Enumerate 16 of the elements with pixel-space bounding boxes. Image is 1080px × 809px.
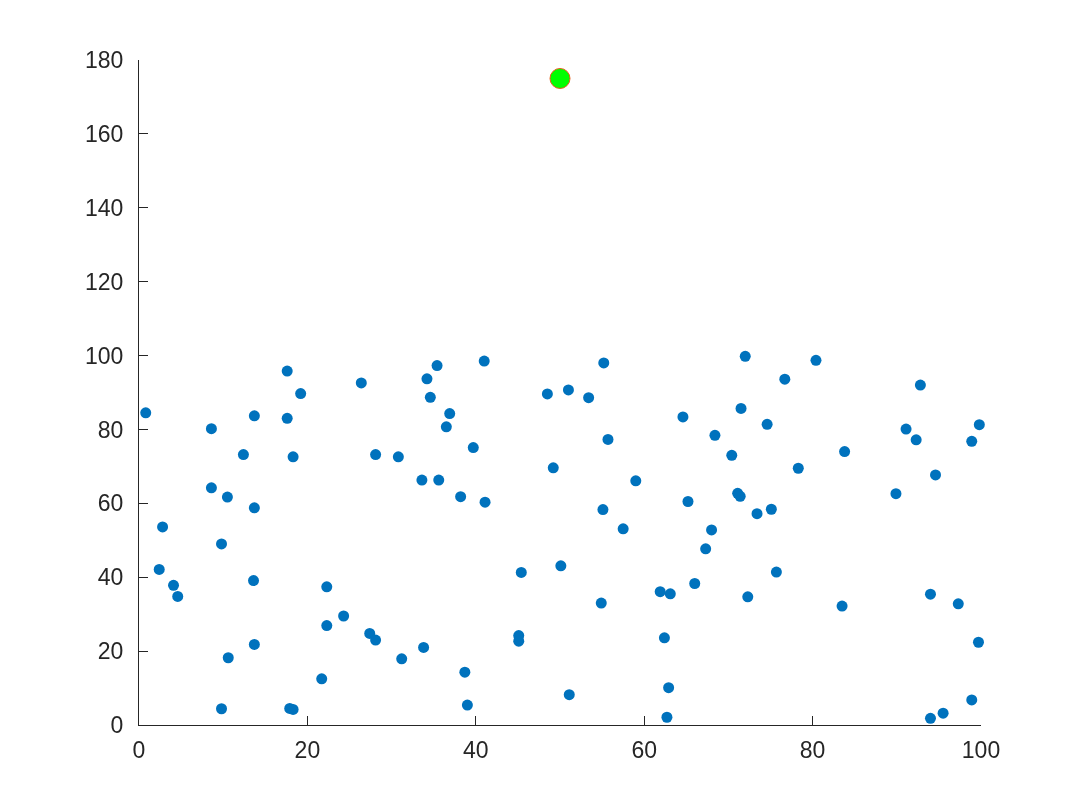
x-tick-label: 80 bbox=[799, 736, 826, 763]
x-tick-label: 60 bbox=[631, 736, 657, 763]
y-tick-label: 140 bbox=[85, 194, 124, 221]
x-tick-label: 40 bbox=[463, 736, 489, 763]
x-tick-label: 100 bbox=[961, 736, 1001, 763]
y-tick-label: 60 bbox=[97, 490, 124, 517]
y-tick-label: 80 bbox=[97, 416, 124, 443]
y-tick-label: 120 bbox=[85, 268, 124, 295]
x-tick-label: 0 bbox=[132, 736, 146, 763]
y-tick-label: 160 bbox=[85, 120, 124, 147]
y-tick-label: 20 bbox=[97, 638, 124, 665]
y-tick-label: 100 bbox=[85, 342, 124, 369]
y-tick-label: 40 bbox=[97, 564, 124, 591]
y-tick-label: 180 bbox=[85, 47, 124, 74]
x-tick-label: 20 bbox=[294, 736, 321, 763]
y-tick-label: 0 bbox=[110, 712, 124, 739]
